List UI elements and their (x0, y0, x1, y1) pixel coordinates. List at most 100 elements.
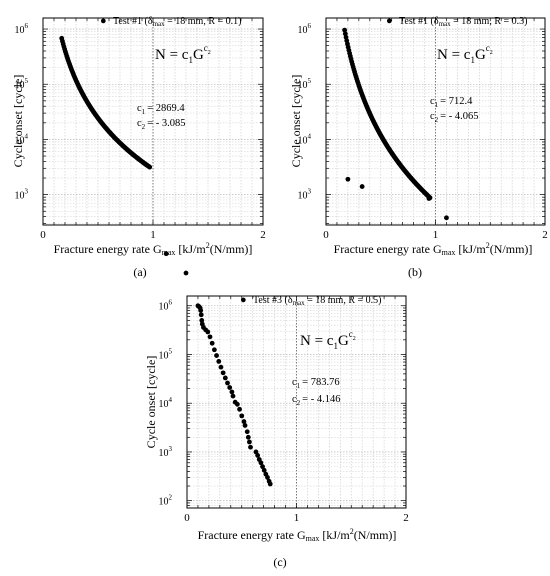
x-label-main: Fracture energy rate G (334, 242, 442, 256)
equation: N = c1Gc2 (155, 43, 211, 65)
x-label-unit-sup: 2 (486, 241, 490, 250)
y-tick-label: 106 (15, 22, 29, 36)
x-label-unit: [kJ/m (455, 242, 486, 256)
y-axis-label: Cycle onset [cycle] (144, 356, 158, 449)
y-tick-label: 102 (159, 494, 173, 508)
coefficient-c1: c1 = 2869.4 (137, 103, 185, 116)
x-axis-label: Fracture energy rate Gmax [kJ/m2(N/mm)] (334, 241, 533, 257)
x-label-main: Fracture energy rate G (198, 528, 306, 542)
y-tick-label: 105 (15, 77, 29, 91)
axis-ticks: 0 1 2 103 104 105 106 (15, 18, 266, 241)
data-point (183, 270, 189, 276)
x-tick-label: 0 (40, 229, 46, 241)
equation-base: G (475, 47, 486, 63)
legend-prefix: Test #1 ( (113, 16, 149, 27)
legend-suffix: = 18 mm, R = 0.5) (305, 295, 382, 306)
coefficient-c2: c2 = - 3.085 (137, 118, 185, 131)
x-tick-label: 1 (433, 229, 439, 241)
data-point (234, 401, 240, 407)
data-points (342, 27, 449, 221)
x-label-unit-sup: 2 (350, 527, 354, 536)
y-axis-label: Cycle onset [cycle] (289, 75, 303, 168)
equation: N = c1Gc2 (300, 329, 356, 351)
data-point (216, 359, 222, 364)
equation-sub: 1 (188, 55, 193, 65)
y-tick-label: 103 (298, 188, 312, 202)
c2-sub: 2 (297, 399, 301, 407)
x-label-unit-tail: (N/mm)] (490, 242, 533, 256)
data-point (222, 375, 228, 381)
x-label-unit: [kJ/m (175, 242, 206, 256)
data-point (248, 444, 253, 450)
data-point (258, 460, 264, 466)
c2-value: = - 3.085 (147, 118, 185, 129)
equation-sup-sub: 2 (490, 50, 493, 56)
c1-sub: 1 (297, 382, 301, 390)
coefficient-c1: c1 = 712.4 (430, 96, 473, 109)
data-point (198, 308, 204, 313)
legend-suffix: = 18 mm, R = 0.1) (165, 16, 242, 27)
c2-name: c (137, 118, 142, 129)
c2-sub: 2 (142, 123, 146, 131)
equation-sup: c (204, 43, 208, 53)
legend: ● Test #1 (δmax = 18 mm, R = 0.3) (386, 15, 527, 28)
x-tick-label: 1 (294, 512, 300, 524)
legend-prefix: Test #3 ( (253, 295, 289, 306)
y-tick-label: 105 (298, 77, 312, 91)
data-points (59, 35, 189, 276)
caption: (b) (408, 265, 422, 279)
x-label-sub: max (442, 248, 456, 257)
equation-sup: c (486, 43, 490, 53)
legend-marker: ● (386, 15, 393, 27)
data-point (237, 406, 242, 412)
y-tick-label: 104 (298, 132, 312, 146)
c1-value: = 712.4 (440, 96, 473, 107)
equation-base: G (193, 47, 204, 63)
c1-sub: 1 (142, 108, 146, 116)
coefficient-c1: c1 = 783.76 (292, 377, 340, 390)
legend-delta: δ (148, 16, 153, 27)
data-point (265, 475, 270, 480)
data-point (245, 434, 251, 440)
data-point (267, 481, 273, 487)
y-axis-label: Cycle onset [cycle] (11, 75, 25, 168)
legend-suffix: = 18 mm, R = 0.3) (451, 16, 528, 27)
data-point (163, 251, 169, 257)
legend-marker: ● (100, 15, 107, 27)
data-point (214, 353, 219, 358)
x-axis-label: Fracture energy rate Gmax [kJ/m2(N/mm)] (198, 527, 397, 543)
y-tick-label: 103 (159, 445, 173, 459)
legend-marker: ● (240, 294, 247, 306)
data-point (260, 464, 265, 470)
c1-value: = 2869.4 (147, 103, 185, 114)
legend-prefix: Test #1 ( (399, 16, 435, 27)
data-point (244, 429, 250, 435)
c2-value: = - 4.146 (302, 394, 340, 405)
legend-delta-sub: max (293, 299, 306, 307)
c2-name: c (430, 111, 435, 122)
y-tick-label: 106 (159, 299, 173, 313)
c2-name: c (292, 394, 297, 405)
data-point (345, 176, 351, 182)
equation: N = c1Gc2 (437, 43, 493, 65)
gridlines (187, 296, 406, 508)
c1-name: c (292, 377, 297, 388)
x-tick-label: 0 (323, 229, 329, 241)
caption: (c) (273, 555, 286, 569)
axis-ticks: 0 1 2 102 103 104 105 106 (159, 296, 409, 524)
data-point (205, 329, 211, 335)
x-label-unit-tail: (N/mm)] (210, 242, 253, 256)
equation-sub: 1 (470, 55, 475, 65)
data-point (359, 184, 365, 189)
equation-lhs: N = c (155, 47, 189, 63)
legend-delta-sub: max (153, 20, 166, 28)
data-point (239, 413, 245, 419)
legend: ● Test #1 (δmax = 18 mm, R = 0.1) (100, 15, 241, 28)
data-point (255, 452, 261, 458)
x-label-main: Fracture energy rate G (54, 242, 162, 256)
x-label-sub: max (162, 248, 176, 257)
axis-ticks: 0 1 2 103 104 105 106 (298, 18, 548, 241)
